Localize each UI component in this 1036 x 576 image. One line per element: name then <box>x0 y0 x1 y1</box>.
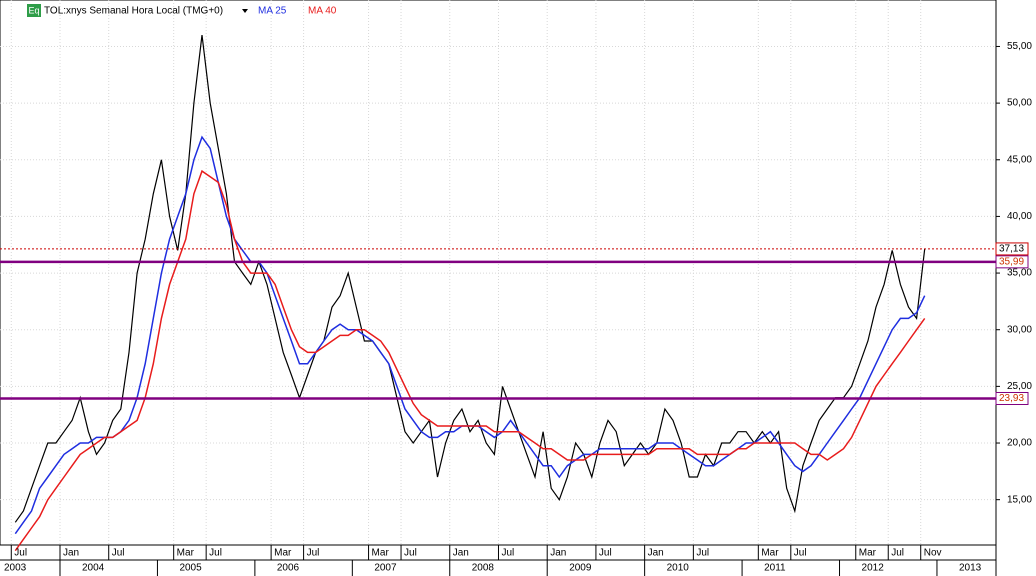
y-tick-label: 50,00 <box>1007 98 1032 109</box>
x-tick-label: Nov <box>924 548 942 559</box>
x-tick-label: Mar <box>372 548 390 559</box>
year-label: 2008 <box>472 563 495 574</box>
y-tick-label: 40,00 <box>1007 211 1032 222</box>
x-tick-label: Jan <box>550 548 566 559</box>
x-tick-label: Jul <box>891 548 904 559</box>
x-tick-label: Jul <box>599 548 612 559</box>
level-label-box <box>995 242 1029 256</box>
year-label: 2007 <box>374 563 397 574</box>
level-label-box <box>995 255 1029 269</box>
badge: Eq <box>28 5 39 15</box>
level-label-box <box>995 391 1029 405</box>
level-label: 35,99 <box>999 256 1024 267</box>
y-tick-label: 25,00 <box>1007 381 1032 392</box>
dropdown-arrow <box>242 9 248 13</box>
x-tick-label: Mar <box>761 548 779 559</box>
x-tick-label: Jul <box>112 548 125 559</box>
year-label: 2011 <box>764 563 786 574</box>
x-tick-label: Jul <box>696 548 709 559</box>
year-label: 2005 <box>179 563 202 574</box>
year-label: 2004 <box>82 563 105 574</box>
price-line <box>14 35 926 523</box>
x-tick-label: Jan <box>453 548 469 559</box>
level-label: 23,93 <box>999 393 1024 404</box>
chart-title: TOL:xnys Semanal Hora Local (TMG+0) <box>44 6 223 17</box>
x-tick-label: Mar <box>177 548 195 559</box>
y-tick-label: 55,00 <box>1007 41 1032 52</box>
year-label: 2009 <box>569 563 592 574</box>
badge-box <box>27 4 41 17</box>
y-tick-label: 15,00 <box>1007 494 1032 505</box>
year-label: 2006 <box>277 563 300 574</box>
year-label: 2012 <box>862 563 885 574</box>
year-label: 2013 <box>959 563 982 574</box>
x-tick-label: Jul <box>404 548 417 559</box>
x-tick-label: Jul <box>794 548 807 559</box>
x-tick-label: Jul <box>14 548 27 559</box>
x-tick-label: Jul <box>209 548 222 559</box>
legend-item: MA 40 <box>308 6 337 17</box>
y-tick-label: 45,00 <box>1007 154 1032 165</box>
y-axis-area <box>996 0 1036 576</box>
y-tick-label: 30,00 <box>1007 324 1032 335</box>
x-tick-label: Mar <box>274 548 292 559</box>
year-label: 2003 <box>4 563 27 574</box>
year-label: 2010 <box>667 563 690 574</box>
x-tick-label: Jan <box>63 548 79 559</box>
x-tick-label: Jul <box>501 548 514 559</box>
x-tick-label: Jul <box>307 548 320 559</box>
x-tick-label: Jan <box>648 548 664 559</box>
x-tick-label: Mar <box>859 548 877 559</box>
y-tick-label: 20,00 <box>1007 438 1032 449</box>
level-label: 37,13 <box>999 244 1024 255</box>
legend-item: MA 25 <box>258 6 287 17</box>
ma-line <box>14 169 926 552</box>
y-tick-label: 35,00 <box>1007 268 1032 279</box>
